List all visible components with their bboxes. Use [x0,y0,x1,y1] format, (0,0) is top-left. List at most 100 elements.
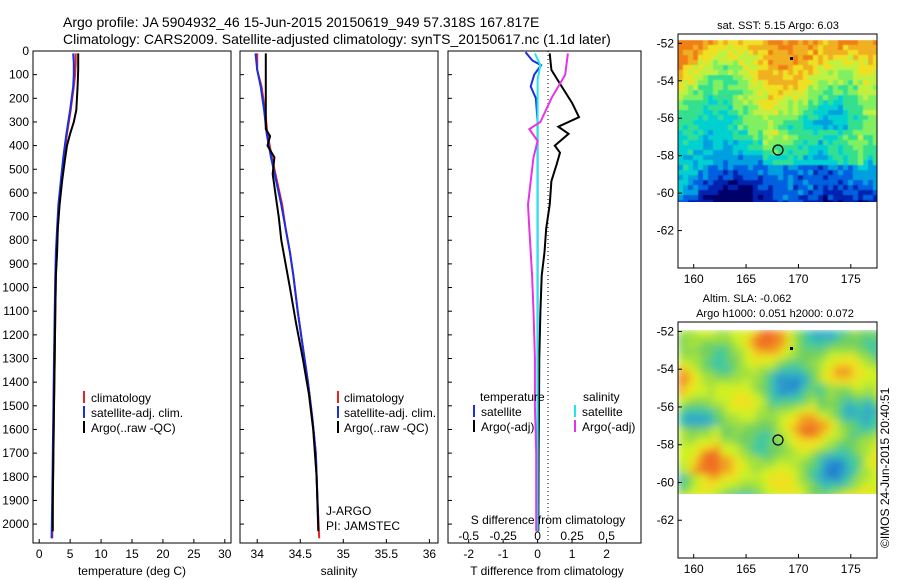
sst-cell [718,100,724,106]
salinity-profiles [254,53,321,539]
sst-cell [768,70,774,76]
sst-cell [823,85,829,91]
sst-cell [768,190,774,196]
sst-cell [838,105,844,111]
sst-cell [743,115,749,121]
sst-cell [718,45,724,51]
sst-cell [768,50,774,56]
sst-cell [858,120,864,126]
sla-cell [726,426,733,433]
sst-cell [688,120,694,126]
sst-cell [793,80,799,86]
sla-cell [714,420,721,427]
sst-cell [798,60,804,66]
sla-cell [738,348,745,355]
sst-cell [748,180,754,186]
sst-cell [863,45,869,51]
sla-cell [768,468,775,475]
sst-cell [858,195,864,201]
sst-cell [848,110,854,116]
sst-cell [788,110,794,116]
sla-cell [678,342,685,349]
sla-cell [840,426,847,433]
sla-cell [834,468,841,475]
sla-cell [816,342,823,349]
sla-cell [858,492,865,494]
sst-cell [833,160,839,166]
sla-cell [714,372,721,379]
sla-cell [762,348,769,355]
sst-cell [793,200,799,202]
sst-cell [753,45,759,51]
sst-cell [768,165,774,171]
depth-tick-label: 200 [9,91,29,105]
sst-cell [778,185,784,191]
sla-cell [810,468,817,475]
sst-cell [818,170,824,176]
sst-cell [818,80,824,86]
sst-cell [698,200,704,202]
sst-cell [838,100,844,106]
sst-cell [798,190,804,196]
sla-cell [732,450,739,457]
sla-cell [696,420,703,427]
sla-cell [726,438,733,445]
sst-cell [798,155,804,161]
sst-cell [768,90,774,96]
sla-cell [726,462,733,469]
sla-cell [864,450,871,457]
sst-cell [853,45,859,51]
sla-cell [696,348,703,355]
sst-cell [723,85,729,91]
sla-cell [720,432,727,439]
sst-cell [743,120,749,126]
sla-cell [846,342,853,349]
sst-cell [823,55,829,61]
sla-cell [726,330,733,337]
sst-cell [683,130,689,136]
sst-cell [848,85,854,91]
sst-cell [833,150,839,156]
sla-cell [840,384,847,391]
sst-cell [853,190,859,196]
sla-cell [702,432,709,439]
sst-cell [778,55,784,61]
sst-cell [723,90,729,96]
sst-cell [873,130,877,136]
sst-cell [783,190,789,196]
sla-cell [810,354,817,361]
sst-cell [693,165,699,171]
legend-label-s-satellite: satellite [582,405,623,419]
sla-cell [750,462,757,469]
sla-cell [840,438,847,445]
lat-tick-label: -56 [657,111,675,125]
sla-cell [846,348,853,355]
sst-cell [868,105,874,111]
sst-cell [693,50,699,56]
sst-cell [703,90,709,96]
sla-cell [780,378,787,385]
sst-cell [733,130,739,136]
sst-cell [708,145,714,151]
sla-cell [690,420,697,427]
sla-cell [792,378,799,385]
sst-cell [683,50,689,56]
sst-cell [698,50,704,56]
sst-cell [688,75,694,81]
sst-cell [773,160,779,166]
sla-cell [840,354,847,361]
sst-cell [873,170,877,176]
sla-cell [738,486,745,493]
sla-cell [762,426,769,433]
sla-cell [762,396,769,403]
sla-cell [846,426,853,433]
sst-cell [778,110,784,116]
depth-tick-label: 100 [9,68,29,82]
sla-cell [756,408,763,415]
sla-cell [732,342,739,349]
sla-cell [870,444,877,451]
sst-cell [743,200,749,202]
sst-cell [738,75,744,81]
sla-cell [864,372,871,379]
sla-cell [846,372,853,379]
